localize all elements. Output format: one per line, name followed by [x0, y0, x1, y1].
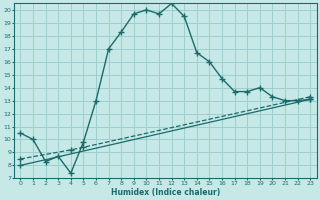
X-axis label: Humidex (Indice chaleur): Humidex (Indice chaleur) — [111, 188, 220, 197]
